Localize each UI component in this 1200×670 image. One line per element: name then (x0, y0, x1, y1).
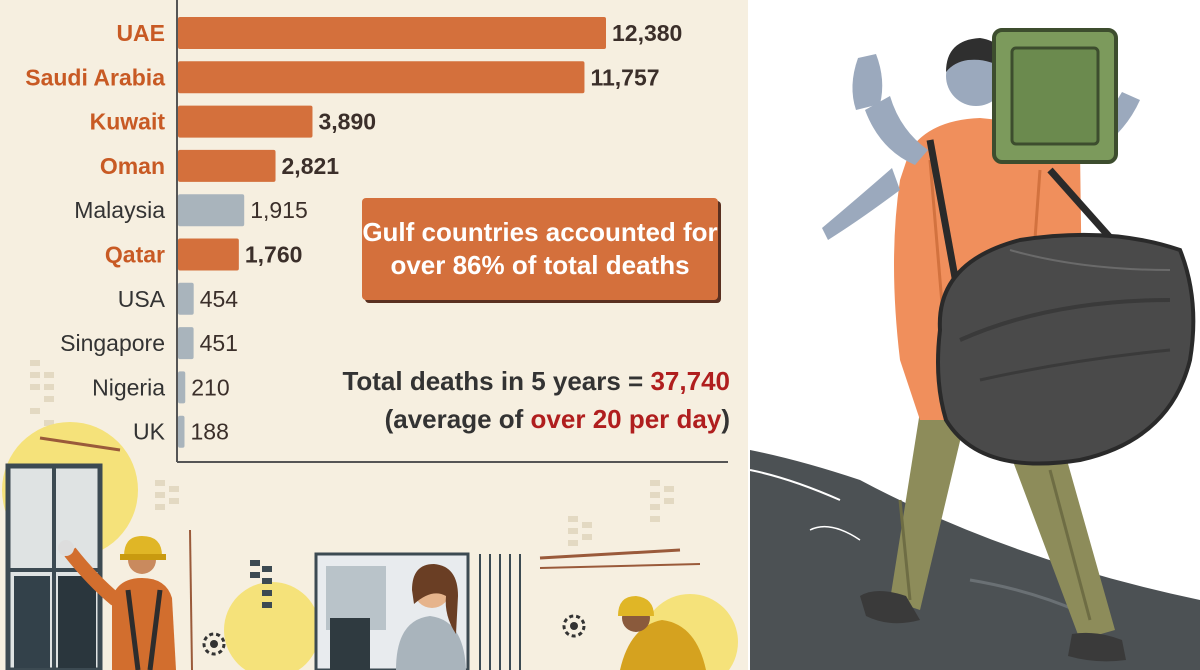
total-prefix: Total deaths in 5 years = (342, 366, 651, 396)
migrant-worker-illustration-panel (750, 0, 1200, 670)
total-line: Total deaths in 5 years = 37,740 (320, 362, 730, 400)
bar-nigeria (178, 371, 186, 404)
bar-chart: UAE 12,380 Saudi Arabia 11,757 Kuwait 3,890 Om… (25, 0, 728, 463)
road-shape (750, 450, 1200, 670)
category-label: Oman (100, 153, 165, 179)
construction-worker-figure (618, 596, 706, 670)
gear-icon (202, 632, 226, 656)
panel-divider (748, 0, 750, 670)
migrant-worker-with-bags-illustration (750, 28, 1200, 670)
value-label: 11,757 (590, 64, 659, 90)
bar-qatar (178, 238, 239, 271)
bar-uae (178, 17, 606, 49)
bar-kuwait (178, 105, 313, 138)
office-worker-figure (396, 564, 466, 670)
category-label: Qatar (105, 242, 165, 268)
gear-icon (562, 614, 586, 638)
bar-usa (178, 282, 194, 315)
traveler-figure (822, 28, 1196, 662)
category-label: Saudi Arabia (25, 64, 165, 90)
left-shoe (860, 591, 920, 624)
value-label: 1,915 (250, 197, 308, 223)
average-highlight: over 20 per day (530, 404, 722, 434)
workers-illustration (2, 422, 738, 670)
bar-saudi-arabia (178, 61, 585, 94)
category-label: Malaysia (74, 197, 165, 223)
raised-arm (865, 96, 928, 165)
callout-line-1: Gulf countries accounted for (362, 217, 718, 247)
callout-line-2: over 86% of total deaths (390, 250, 690, 280)
category-label: USA (118, 286, 166, 312)
hand (852, 54, 883, 110)
right-shoe (1068, 632, 1126, 662)
average-suffix: ) (721, 404, 730, 434)
total-deaths-summary: Total deaths in 5 years = 37,740 (averag… (320, 362, 730, 438)
category-label: Nigeria (92, 374, 165, 400)
value-label: 3,890 (318, 109, 376, 135)
gulf-share-callout: Gulf countries accounted for over 86% of… (362, 198, 718, 300)
average-line: (average of over 20 per day) (320, 400, 730, 438)
value-label: 1,760 (245, 242, 303, 268)
value-label: 2,821 (282, 153, 340, 179)
category-label: Kuwait (90, 109, 166, 135)
bar-oman (178, 149, 276, 182)
hair (946, 38, 1005, 72)
value-label: 454 (200, 286, 239, 312)
value-label: 12,380 (612, 20, 682, 46)
infographic-panel: UAE 12,380 Saudi Arabia 11,757 Kuwait 3,890 Om… (0, 0, 748, 670)
total-value: 37,740 (650, 366, 730, 396)
duffel-bag (936, 232, 1196, 466)
decorative-dots (30, 360, 54, 426)
value-label: 188 (190, 419, 228, 445)
bar-uk (178, 415, 185, 448)
window-cleaner-figure (58, 536, 176, 670)
left-arm (822, 168, 900, 240)
bar-singapore (178, 327, 194, 360)
value-label: 451 (200, 330, 238, 356)
category-label: Singapore (60, 330, 165, 356)
category-label: UK (133, 419, 166, 445)
bar-malaysia (178, 194, 245, 227)
average-prefix: (average of (384, 404, 531, 434)
left-leg (890, 380, 965, 610)
category-label: UAE (116, 20, 165, 46)
value-label: 210 (191, 374, 229, 400)
